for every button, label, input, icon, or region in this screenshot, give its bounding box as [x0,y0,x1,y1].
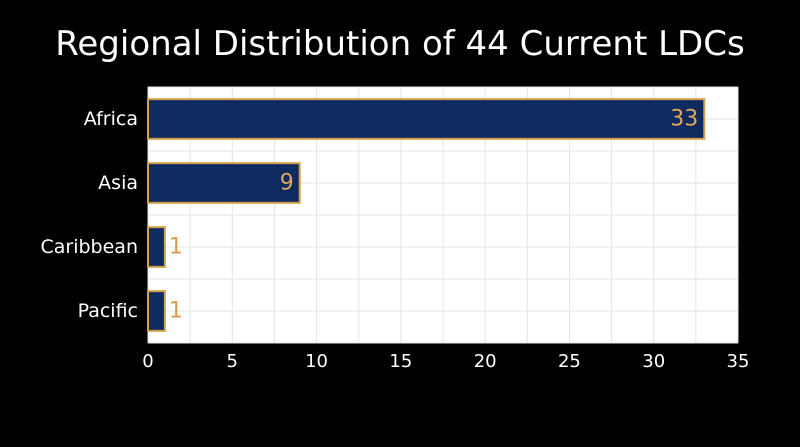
data-label: 9 [280,171,294,196]
x-tick-label: 0 [142,351,153,372]
x-tick-label: 25 [558,351,581,372]
category-label: Caribbean [41,236,139,258]
x-tick-label: 15 [389,351,412,372]
bar-africa [147,98,706,140]
bars-layer [147,98,706,332]
category-label: Africa [84,108,138,130]
category-label: Asia [98,172,138,194]
x-tick-label: 10 [305,351,328,372]
bar-pacific [147,290,166,332]
x-tick-label: 30 [642,351,665,372]
category-label: Pacific [78,300,138,322]
x-tick-label: 35 [727,351,750,372]
data-label: 33 [670,107,698,132]
bar-caribbean [147,226,166,268]
chart-title: Regional Distribution of 44 Current LDCs [55,24,745,64]
x-axis-ticks: 0 5 10 15 20 25 30 35 [142,351,749,372]
labels-layer: Africa 33 Asia 9 Caribbean 1 Pacific 1 [41,107,699,324]
data-label: 1 [169,235,183,260]
bar-asia [147,162,301,204]
x-tick-label: 20 [474,351,497,372]
x-tick-label: 5 [227,351,238,372]
data-label: 1 [169,299,183,324]
